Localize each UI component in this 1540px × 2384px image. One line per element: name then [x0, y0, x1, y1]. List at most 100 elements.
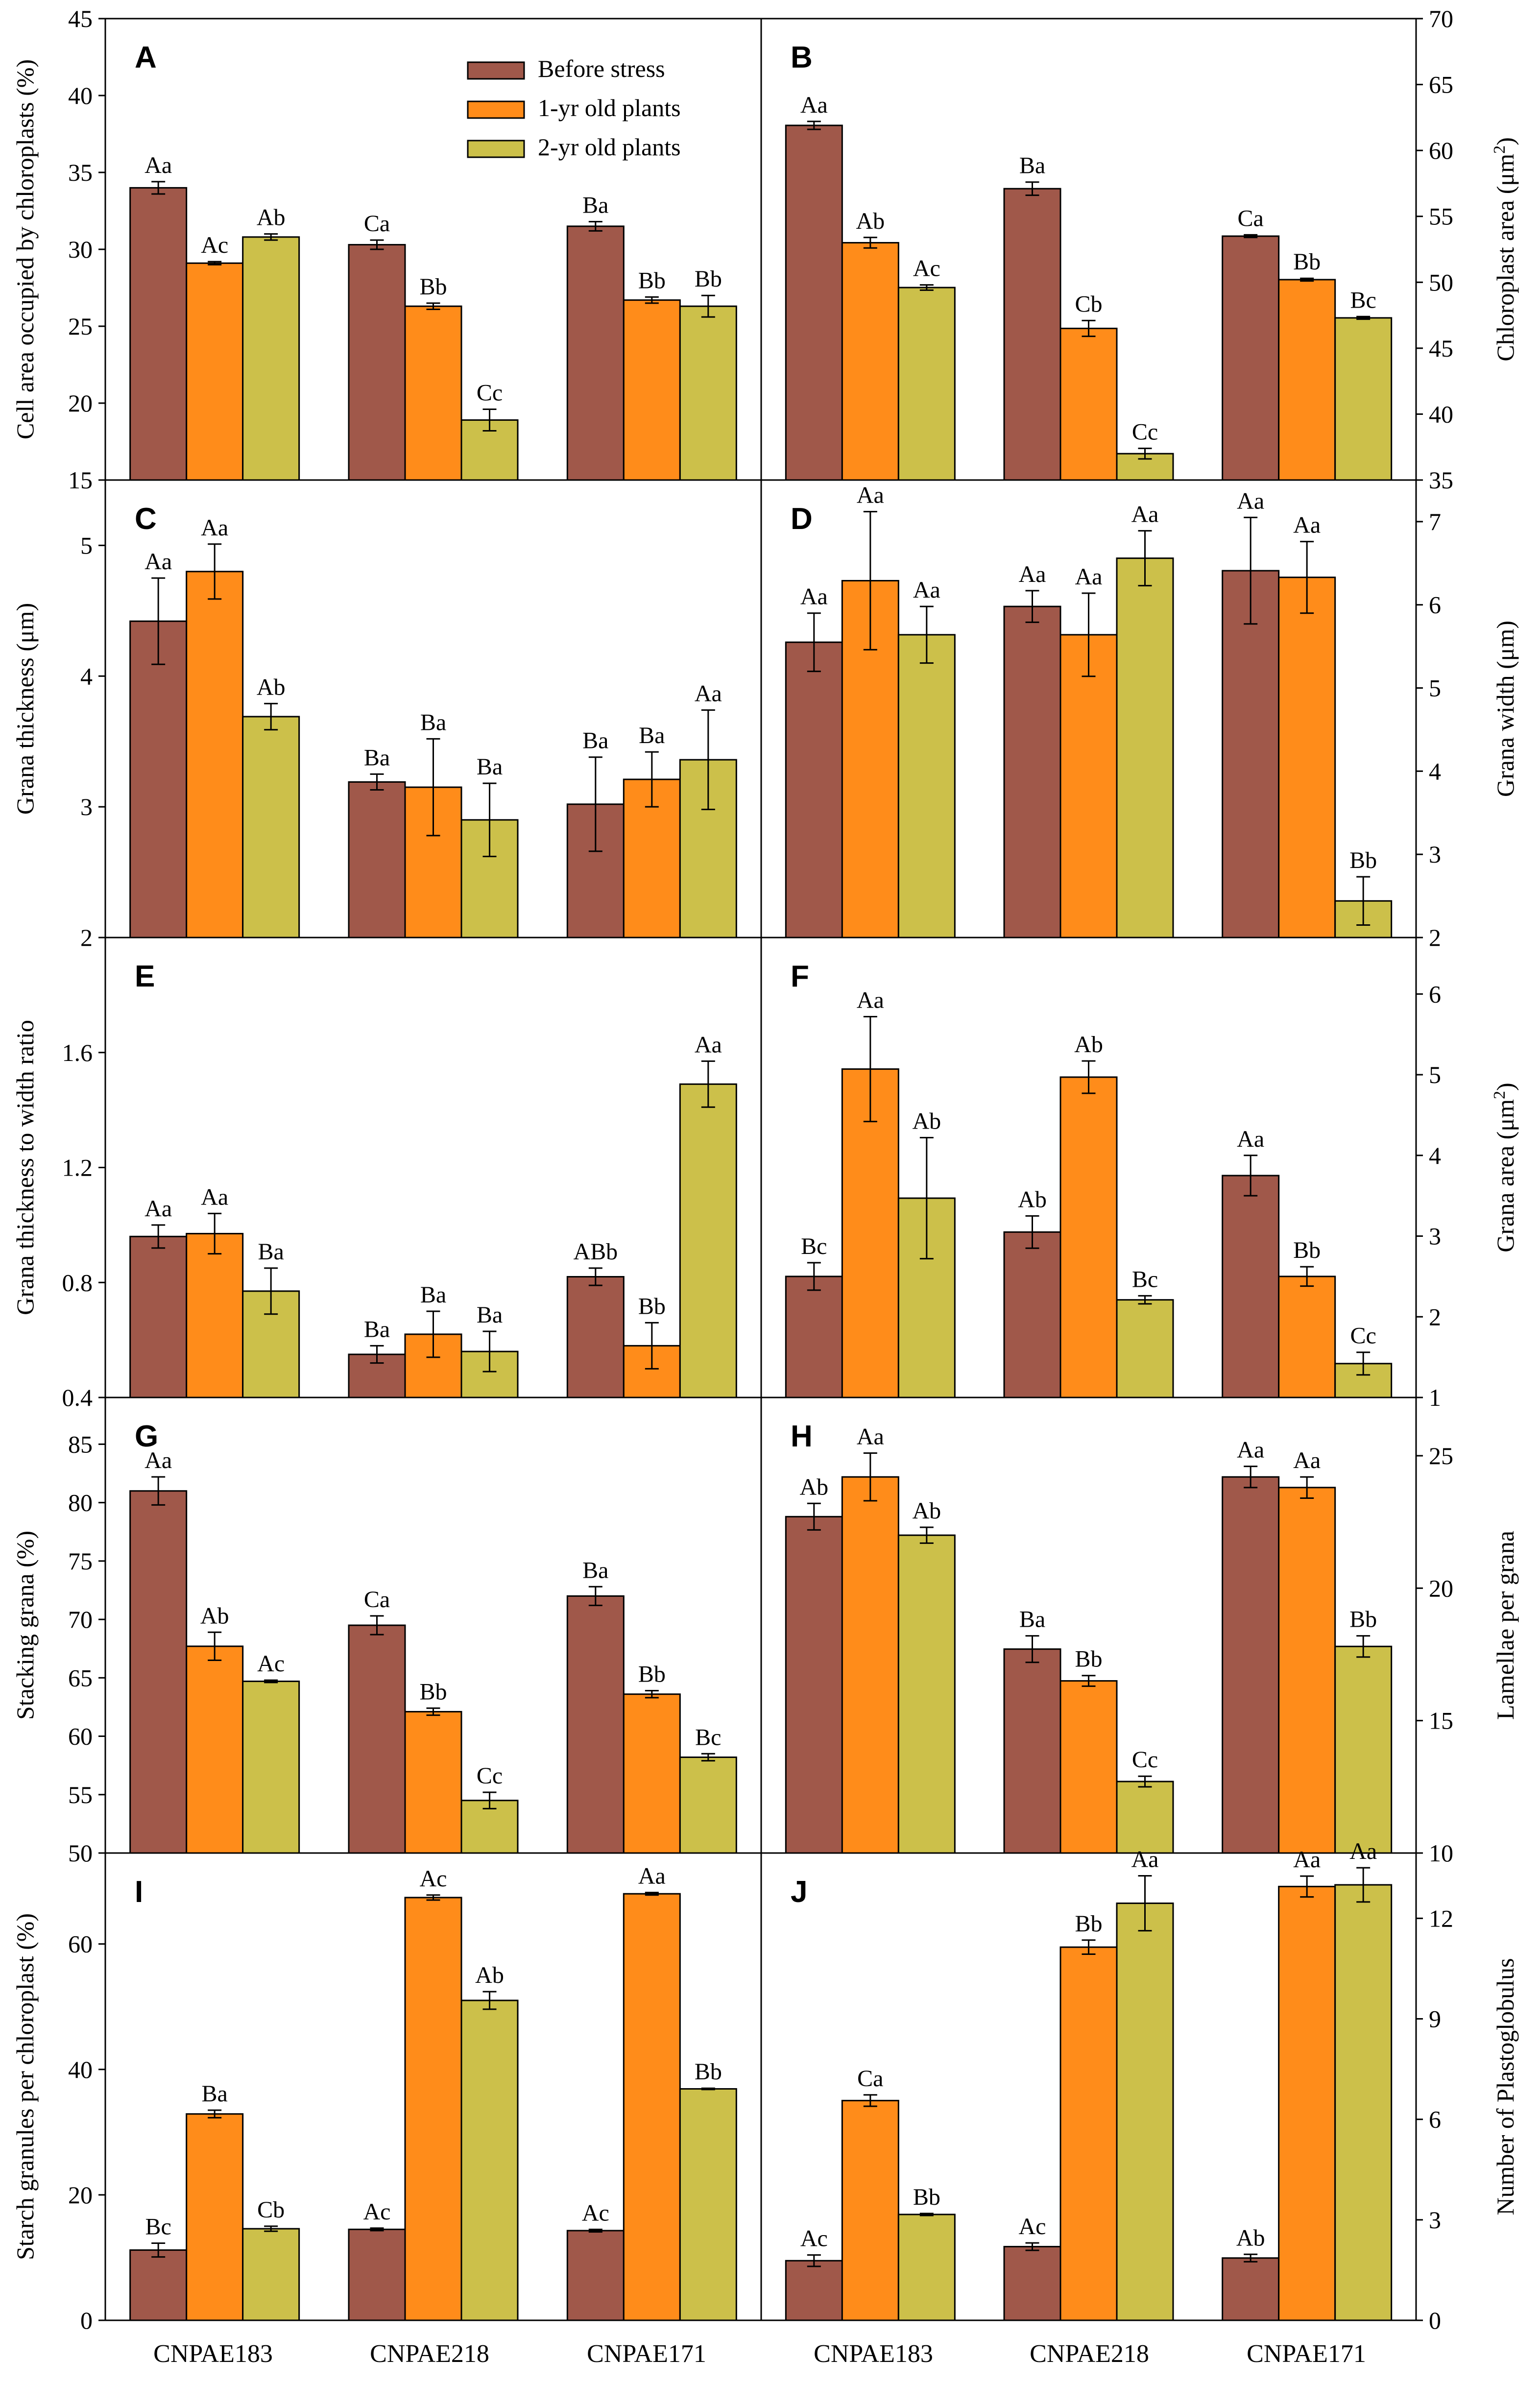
panel-letter-j: J [791, 1875, 807, 1909]
panel-c: Aa Ba Ba Aa Ba Ba Ab Ba Aa 2 3 4 5 Grana thickness (μ… [11, 479, 762, 951]
y-tick-label-d-4: 6 [1429, 591, 1441, 619]
y-axis-title-b: Chloroplast area (μm2) [1491, 137, 1519, 361]
sig-label-f-s1-c0: Aa [857, 987, 884, 1013]
y-tick-label-e-1: 0.8 [62, 1269, 93, 1296]
panel-frame-j [760, 1852, 1417, 2321]
sig-label-e-s1-c0: Aa [201, 1184, 228, 1210]
error-bar-f-s1-c0 [863, 1015, 877, 1123]
error-bar-g-s2-c1 [482, 1791, 497, 1809]
sig-label-i-s1-c2: Aa [638, 1863, 666, 1889]
bar-j-s1-c0 [841, 2099, 899, 2321]
bar-e-s1-c0 [186, 1232, 244, 1398]
y-tick-label-j-0: 0 [1429, 2307, 1441, 2334]
sig-label-h-s1-c1: Bb [1075, 1646, 1102, 1672]
sig-label-c-s0-c0: Aa [144, 549, 172, 575]
bar-f-s0-c1 [1003, 1231, 1061, 1398]
sig-label-a-s0-c2: Ba [582, 192, 608, 218]
sig-label-g-s1-c2: Bb [638, 1662, 666, 1687]
bar-f-s2-c2 [1334, 1363, 1393, 1398]
bar-i-s1-c0 [186, 2113, 244, 2321]
y-tick-label-e-0: 0.4 [62, 1384, 93, 1411]
error-bar-b-s1-c1 [1082, 319, 1096, 337]
error-bar-f-s0-c2 [1244, 1155, 1258, 1197]
y-tick-label-a-5: 40 [68, 82, 93, 109]
y-tick-label-h-1: 15 [1429, 1707, 1453, 1734]
sig-label-d-s1-c1: Aa [1075, 564, 1103, 590]
y-tick-label-f-3: 4 [1429, 1142, 1441, 1169]
sig-label-h-s1-c2: Aa [1293, 1447, 1321, 1473]
bar-j-s2-c2 [1334, 1884, 1393, 2321]
sig-label-b-s2-c2: Bc [1350, 287, 1376, 313]
error-bar-f-s0-c0 [807, 1262, 821, 1291]
sig-label-f-s1-c2: Bb [1293, 1237, 1321, 1263]
sig-label-h-s0-c0: Ab [799, 1474, 828, 1500]
sig-label-d-s1-c2: Aa [1293, 512, 1321, 538]
sig-label-i-s0-c1: Ac [363, 2199, 391, 2225]
sig-label-g-s0-c2: Ba [582, 1557, 608, 1583]
panel-letter-f: F [791, 960, 809, 993]
sig-label-c-s0-c1: Ba [364, 745, 390, 771]
y-axis-title-a: Cell area occupied by chloroplasts (%) [11, 59, 39, 439]
y-tick-label-g-1: 55 [68, 1781, 93, 1808]
y-tick-label-f-0: 1 [1429, 1384, 1441, 1411]
bar-g-s1-c0 [186, 1645, 244, 1854]
sig-label-d-s2-c2: Bb [1349, 847, 1377, 873]
y-tick-label-e-2: 1.2 [62, 1154, 93, 1181]
y-tick-label-i-0: 0 [80, 2307, 93, 2334]
sig-label-g-s1-c1: Bb [419, 1679, 447, 1705]
bar-b-s2-c2 [1334, 317, 1393, 481]
bar-f-s0-c0 [785, 1276, 843, 1398]
y-tick-label-a-6: 45 [68, 5, 93, 32]
error-bar-c-s1-c0 [208, 543, 222, 600]
sig-label-g-s2-c0: Ac [257, 1651, 285, 1677]
sig-label-e-s2-c0: Ba [258, 1239, 284, 1265]
error-bar-a-s0-c1 [370, 239, 384, 250]
bar-a-s0-c1 [348, 244, 406, 481]
x-tick-label-left-0: CNPAE183 [153, 2340, 273, 2368]
panel-d: Aa Aa Aa Aa Aa Aa Aa Aa Bb 2 3 4 5 6 7 Grana width (μm)… [760, 479, 1519, 951]
bar-i-s2-c0 [242, 2228, 300, 2321]
y-tick-label-b-2: 45 [1429, 335, 1453, 362]
sig-label-b-s0-c1: Ba [1019, 153, 1045, 179]
y-tick-label-c-0: 2 [80, 924, 93, 951]
y-tick-label-a-2: 25 [68, 313, 93, 340]
x-tick-label-left-1: CNPAE218 [370, 2340, 489, 2368]
bar-g-s1-c1 [404, 1710, 462, 1854]
y-tick-label-d-1: 3 [1429, 841, 1441, 868]
bar-e-s2-c2 [679, 1083, 737, 1398]
y-tick-label-f-4: 5 [1429, 1061, 1441, 1088]
y-tick-label-j-1: 3 [1429, 2206, 1441, 2234]
sig-label-j-s1-c0: Ca [857, 2066, 883, 2092]
legend-swatch-1yr [467, 100, 525, 119]
bar-c-s2-c0 [242, 716, 300, 939]
y-axis-title-h: Lamellae per grana [1492, 1531, 1519, 1720]
sig-label-e-s0-c1: Ba [364, 1316, 390, 1342]
error-bar-e-s2-c0 [264, 1267, 278, 1315]
bar-f-s1-c1 [1059, 1076, 1118, 1398]
bar-i-s2-c2 [679, 2088, 737, 2321]
bar-g-s2-c0 [242, 1680, 300, 1854]
error-bar-d-s0-c0 [807, 612, 821, 673]
y-tick-label-b-6: 65 [1429, 71, 1453, 98]
error-bar-d-s0-c2 [1244, 516, 1258, 625]
bar-h-s1-c2 [1278, 1487, 1336, 1854]
superscript-2: 2 [1491, 1091, 1509, 1099]
error-bar-h-s2-c2 [1356, 1635, 1371, 1658]
sig-label-b-s1-c0: Ab [856, 208, 885, 234]
error-bar-g-s0-c2 [588, 1586, 602, 1606]
y-tick-label-g-5: 75 [68, 1547, 93, 1575]
error-bar-b-s2-c2 [1356, 315, 1371, 320]
error-bar-h-s2-c1 [1138, 1775, 1152, 1788]
sig-label-a-s1-c0: Ac [201, 232, 228, 258]
sig-label-a-s2-c0: Ab [257, 205, 286, 231]
y-tick-label-g-4: 70 [68, 1606, 93, 1633]
error-bar-g-s2-c0 [264, 1679, 278, 1684]
sig-label-i-s1-c0: Ba [202, 2081, 228, 2107]
bar-d-s0-c1 [1003, 605, 1061, 939]
bar-g-s1-c2 [623, 1693, 681, 1854]
sig-label-j-s0-c2: Ab [1236, 2225, 1265, 2251]
error-bar-d-s1-c2 [1300, 541, 1314, 614]
bar-h-s2-c0 [897, 1534, 956, 1854]
legend-label-2yr: 2-yr old plants [538, 133, 681, 161]
error-bar-c-s2-c1 [482, 782, 497, 858]
